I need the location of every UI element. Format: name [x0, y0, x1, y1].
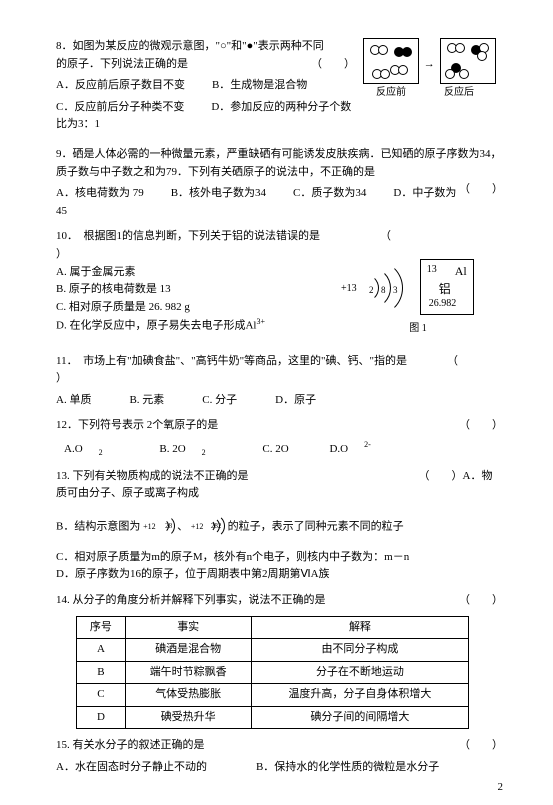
shell-diagram: +13 2 8 3 — [333, 259, 413, 319]
before-box — [363, 38, 419, 84]
figure-label: 图 1 — [333, 321, 503, 337]
question-10: 10． 根据图1的信息判断，下列关于铝的说法错误的是（ ） +13 2 8 3 … — [56, 228, 503, 344]
q8-line1: 8． — [56, 40, 73, 52]
opt-b: B．结构示意图为 +12 28 、 +12 282 的粒子，表示了同种元素不同的… — [56, 515, 503, 539]
before-label: 反应前 — [363, 85, 419, 101]
opt-b: B. 元素 — [129, 394, 164, 406]
opt-a: A. 单质 — [56, 394, 91, 406]
question-12: 12．下列符号表示 2个氧原子的是（ ） A.O2 B. 2O2 C. 2O D… — [56, 417, 503, 459]
col-explain: 解释 — [251, 616, 469, 639]
answer-paren: （ ） — [459, 417, 503, 435]
opt-c: C. 分子 — [202, 394, 237, 406]
question-13: 13. 下列有关物质构成的说法不正确的是（ ）A．物质可由分子、原子或离子构成 … — [56, 468, 503, 584]
opt-b: B．生成物是混合物 — [212, 79, 307, 91]
opt-b: B．保持水的化学性质的微粒是水分子 — [256, 761, 439, 773]
table-row: D碘受热升华碘分子间的间隔增大 — [77, 706, 469, 729]
question-11: 11． 市场上有"加碘食盐"、"高钙牛奶"等商品，这里的"碘、钙、"指的是（ ）… — [56, 353, 503, 410]
question-14: 14. 从分子的角度分析并解释下列事实，说法不正确的是（ ） 序号事实解释 A碘… — [56, 592, 503, 730]
shell-icon-1: +12 28 — [143, 515, 177, 539]
opt-d: D.O2- — [329, 443, 386, 455]
col-num: 序号 — [77, 616, 126, 639]
opt-c: C. 2O — [262, 443, 288, 455]
question-15: 15. 有关水分子的叙述正确的是（ ） A．水在固态时分子静止不动的 B．保持水… — [56, 737, 503, 776]
col-fact: 事实 — [125, 616, 251, 639]
opt-c: C．质子数为34 — [293, 187, 366, 199]
opt-a: A.O2 — [64, 443, 119, 455]
reaction-diagram: → 反应前反应后 — [363, 38, 503, 102]
answer-paren: （ ） — [459, 592, 503, 610]
opt-b: B．核外电子数为34 — [171, 187, 266, 199]
opt-a: A．反应前后原子数目不变 — [56, 79, 185, 91]
table-row: A碘酒是混合物由不同分子构成 — [77, 639, 469, 662]
opt-a: A．水在固态时分子静止不动的 — [56, 761, 207, 773]
after-label: 反应后 — [431, 85, 487, 101]
opt-a: A．核电荷数为 79 — [56, 187, 144, 199]
table-row: B端午时节粽飘香分子在不断地运动 — [77, 661, 469, 684]
opt-d: D．原子序数为16的原子，位于周期表中第2周期第ⅥA族 — [56, 566, 503, 584]
answer-paren: （ — [380, 230, 391, 242]
shell-icon-2: +12 282 — [191, 515, 225, 539]
opt-c: C．反应前后分子种类不变 — [56, 101, 184, 113]
element-card: 13 Al 铝 26.982 — [420, 259, 474, 315]
answer-paren: （ ） — [459, 737, 503, 755]
after-box — [440, 38, 496, 84]
atom-diagram: +13 2 8 3 13 Al 铝 26.982 图 1 — [333, 259, 503, 337]
answer-paren: （ ） — [311, 56, 355, 74]
opt-c: C．相对原子质量为m的原子M，核外有n个电子，则核内中子数为：m－n — [56, 549, 503, 567]
arrow-icon: → — [424, 56, 435, 74]
question-8: → 反应前反应后 8．如图为某反应的微观示意图，"○"和"●"表示两种不同 的原… — [56, 38, 503, 138]
answer-paren: （ ） — [459, 181, 503, 199]
table-row: C气体受热膨胀温度升高，分子自身体积增大 — [77, 684, 469, 707]
question-9: 9．硒是人体必需的一种微量元素，严重缺硒有可能诱发皮肤疾病．已知硒的原子序数为3… — [56, 146, 503, 220]
page-number: 2 — [498, 779, 504, 797]
opt-b: B. 2O2 — [159, 443, 221, 455]
facts-table: 序号事实解释 A碘酒是混合物由不同分子构成 B端午时节粽飘香分子在不断地运动 C… — [76, 616, 469, 730]
